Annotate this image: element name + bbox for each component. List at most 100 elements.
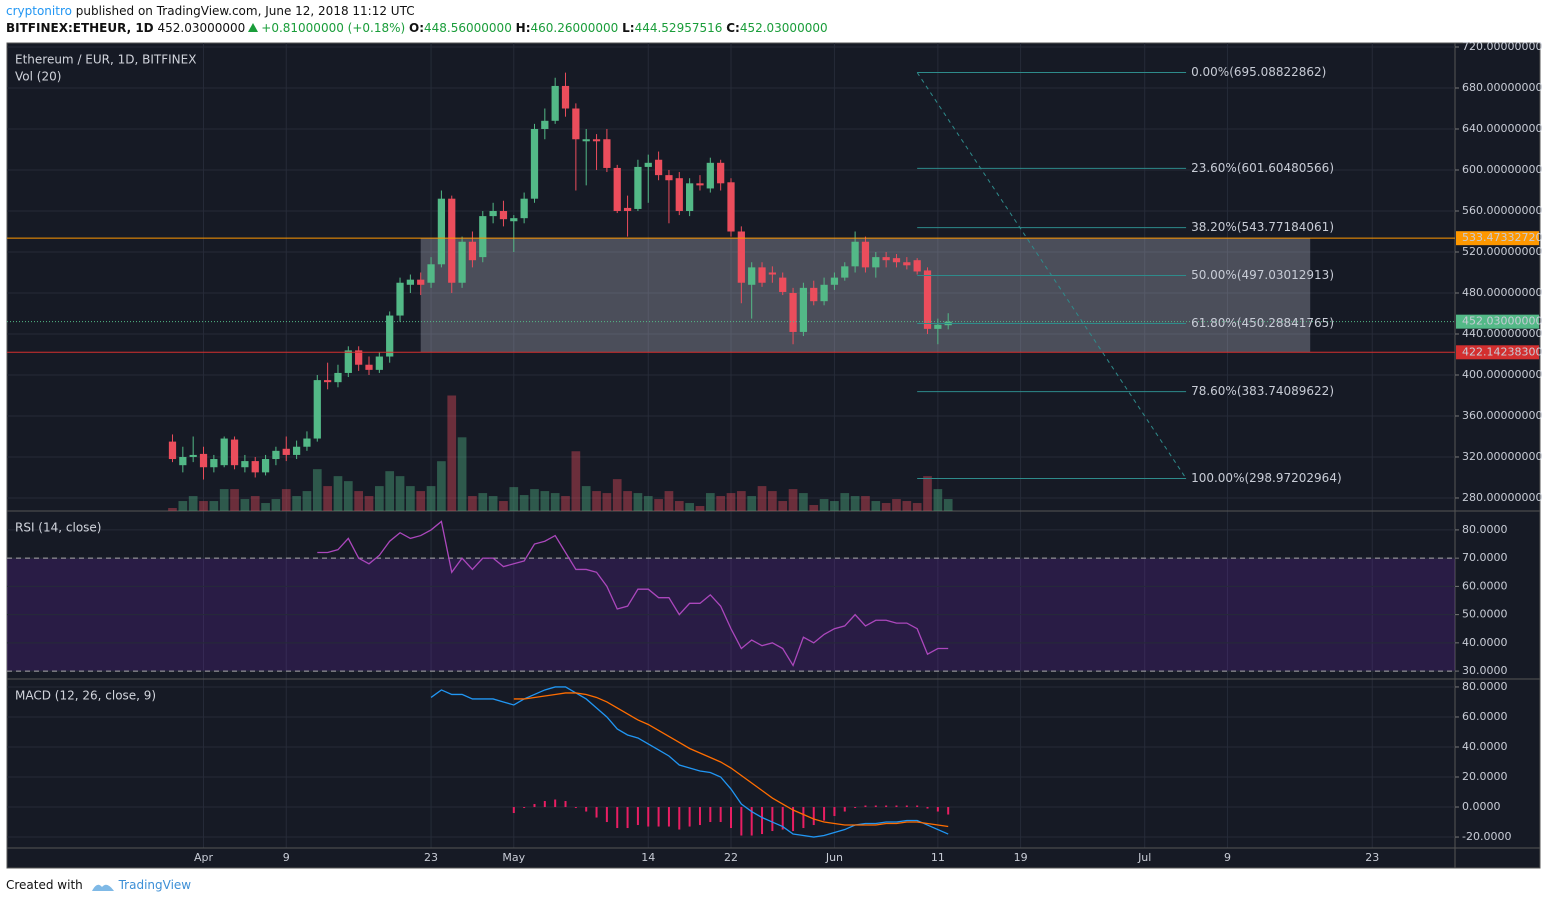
volume-bar [799,493,808,511]
candle-body [592,139,601,142]
author[interactable]: cryptonitro [6,4,72,18]
volume-bar [871,501,881,511]
volume-bar [550,493,560,511]
volume-bar [457,437,467,511]
y-tick-label: 60.0000 [1462,710,1508,723]
y-tick-label: 50.0000 [1462,608,1508,621]
candle-body [541,120,549,129]
x-tick-label: 22 [724,851,738,864]
candle-body [510,218,518,222]
pane-title: MACD (12, 26, close, 9) [15,689,156,703]
ohlc-value: 444.52957516 [634,21,723,35]
candle-body [696,183,704,186]
x-tick-label: 23 [1365,851,1379,864]
last-price-label: 452.03000000 [1462,315,1542,328]
volume-bar [840,493,850,511]
candle-body [561,85,570,109]
y-tick-label: 520.00000000 [1462,245,1542,258]
pane-subtitle: Vol (20) [15,70,61,84]
candle-body [623,207,632,211]
change: +0.81000000 (+0.18%) [261,21,406,35]
histogram-bar [554,799,557,808]
histogram-bar [916,805,919,808]
volume-bar [685,503,694,511]
y-tick-label: 400.00000000 [1462,368,1542,381]
fib-label: 61.80%(450.28841765) [1191,316,1334,330]
candle-body [375,356,383,370]
x-tick-label: Jun [825,851,843,864]
ohlc-value: 448.56000000 [424,21,512,35]
y-tick-label: 0.0000 [1462,800,1501,813]
histogram-bar [626,807,629,829]
histogram-bar [833,807,836,817]
candle-body [458,241,466,283]
candle-body [417,279,425,285]
y-tick-label: 20.0000 [1462,770,1508,783]
x-tick-label: 11 [931,851,945,864]
candle-body [251,461,259,473]
publish-line: cryptonitro published on TradingView.com… [6,3,828,20]
y-tick-label: 720.00000000 [1462,40,1542,53]
candle-body [220,438,228,466]
candle-body [654,159,663,176]
brand[interactable]: TradingView [118,878,192,892]
candle-body [241,461,249,468]
histogram-bar [533,804,536,808]
candle-body [748,267,756,285]
histogram-bar [781,807,784,830]
candle-body [903,262,911,266]
candle-body [830,277,839,285]
volume-bar [923,476,932,511]
volume-bar [892,499,901,511]
histogram-bar [647,807,650,827]
published: published on TradingView.com, June 12, 2… [75,4,415,18]
volume-bar [219,489,229,511]
volume-bar [716,496,726,511]
histogram-bar [750,807,753,836]
footer: Created with TradingView [6,878,191,893]
histogram-bar [771,807,774,832]
volume-bar [230,489,239,511]
candle-body [179,456,187,466]
volume-bar [468,496,477,511]
header: cryptonitro published on TradingView.com… [6,3,828,37]
candle-body [520,198,528,219]
histogram-bar [854,807,857,809]
candle-body [934,324,942,329]
candle-body [489,210,497,217]
candle-body [230,439,239,466]
y-tick-label: 680.00000000 [1462,81,1542,94]
volume-bar [333,476,343,511]
y-tick-label: 60.0000 [1462,579,1508,592]
fib-label: 78.60%(383.74089622) [1191,384,1334,398]
volume-bar [488,496,498,511]
candle-body [386,315,394,357]
volume-bar [705,493,715,511]
volume-bar [850,496,860,511]
volume-bar [602,493,612,511]
created-with: Created with [6,878,83,892]
volume-bar [261,503,270,511]
pane-title: Ethereum / EUR, 1D, BITFINEX [15,53,196,67]
candle-body [468,241,477,261]
last-price-tag [1456,314,1539,329]
histogram-bar [864,805,867,808]
y-tick-label: -20.0000 [1462,830,1511,843]
histogram-bar [678,807,681,830]
volume-bar [943,499,953,511]
volume-bar [809,505,819,511]
candle-body [396,282,404,316]
candle-body [272,450,280,460]
volume-bar [654,499,663,511]
histogram-bar [761,807,764,835]
volume-bar [447,395,457,511]
volume-bar [912,503,922,511]
level-tag [1456,345,1539,360]
volume-bar [478,493,488,511]
level-label: 422.14238300 [1462,345,1542,358]
candle-body [313,380,321,439]
volume-bar [778,501,788,511]
histogram-bar [595,807,598,818]
ohlc-key: O: [409,21,425,35]
